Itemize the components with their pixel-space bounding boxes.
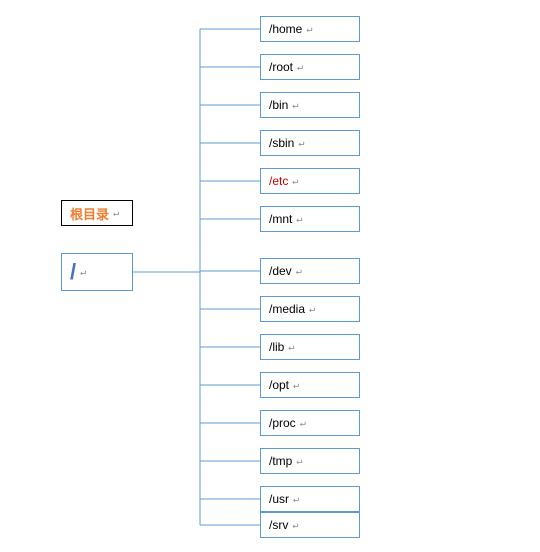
cr-glyph: ↵ [293,494,299,505]
leaf-label: /srv [269,518,288,532]
cr-glyph: ↵ [292,176,298,187]
leaf-box: /srv ↵ [260,512,360,538]
leaf-label: /usr [269,492,289,506]
leaf-label: /media [269,302,305,316]
leaf-box: /bin ↵ [260,92,360,118]
cr-glyph: ↵ [80,267,86,278]
leaf-box: /proc ↵ [260,410,360,436]
cr-glyph: ↵ [113,208,119,219]
leaf-label: /proc [269,416,296,430]
leaf-box: /root ↵ [260,54,360,80]
cr-glyph: ↵ [296,266,302,277]
leaf-label: /sbin [269,136,294,150]
cr-glyph: ↵ [306,24,312,35]
leaf-box: /mnt ↵ [260,206,360,232]
leaf-label: /tmp [269,454,292,468]
cr-glyph: ↵ [292,100,298,111]
leaf-box: /etc ↵ [260,168,360,194]
leaf-label: /etc [269,174,288,188]
leaf-label: /opt [269,378,289,392]
root-node-box: / ↵ [61,253,133,291]
leaf-label: /bin [269,98,288,112]
cr-glyph: ↵ [292,520,298,531]
leaf-box: /sbin ↵ [260,130,360,156]
root-node-label: / [70,259,76,285]
leaf-label: /home [269,22,302,36]
cr-glyph: ↵ [309,304,315,315]
leaf-label: /root [269,60,293,74]
leaf-label: /mnt [269,212,292,226]
cr-glyph: ↵ [296,456,302,467]
leaf-label: /lib [269,340,284,354]
leaf-box: /opt ↵ [260,372,360,398]
leaf-box: /usr ↵ [260,486,360,512]
cr-glyph: ↵ [293,380,299,391]
cr-glyph: ↵ [288,342,294,353]
leaf-box: /lib ↵ [260,334,360,360]
cr-glyph: ↵ [300,418,306,429]
root-title-label: 根目录 [70,204,109,223]
leaf-box: /media ↵ [260,296,360,322]
leaf-box: /dev ↵ [260,258,360,284]
leaf-box: /tmp ↵ [260,448,360,474]
leaf-box: /home ↵ [260,16,360,42]
cr-glyph: ↵ [297,62,303,73]
cr-glyph: ↵ [296,214,302,225]
leaf-label: /dev [269,264,292,278]
cr-glyph: ↵ [298,138,304,149]
root-title-box: 根目录 ↵ [61,200,133,226]
